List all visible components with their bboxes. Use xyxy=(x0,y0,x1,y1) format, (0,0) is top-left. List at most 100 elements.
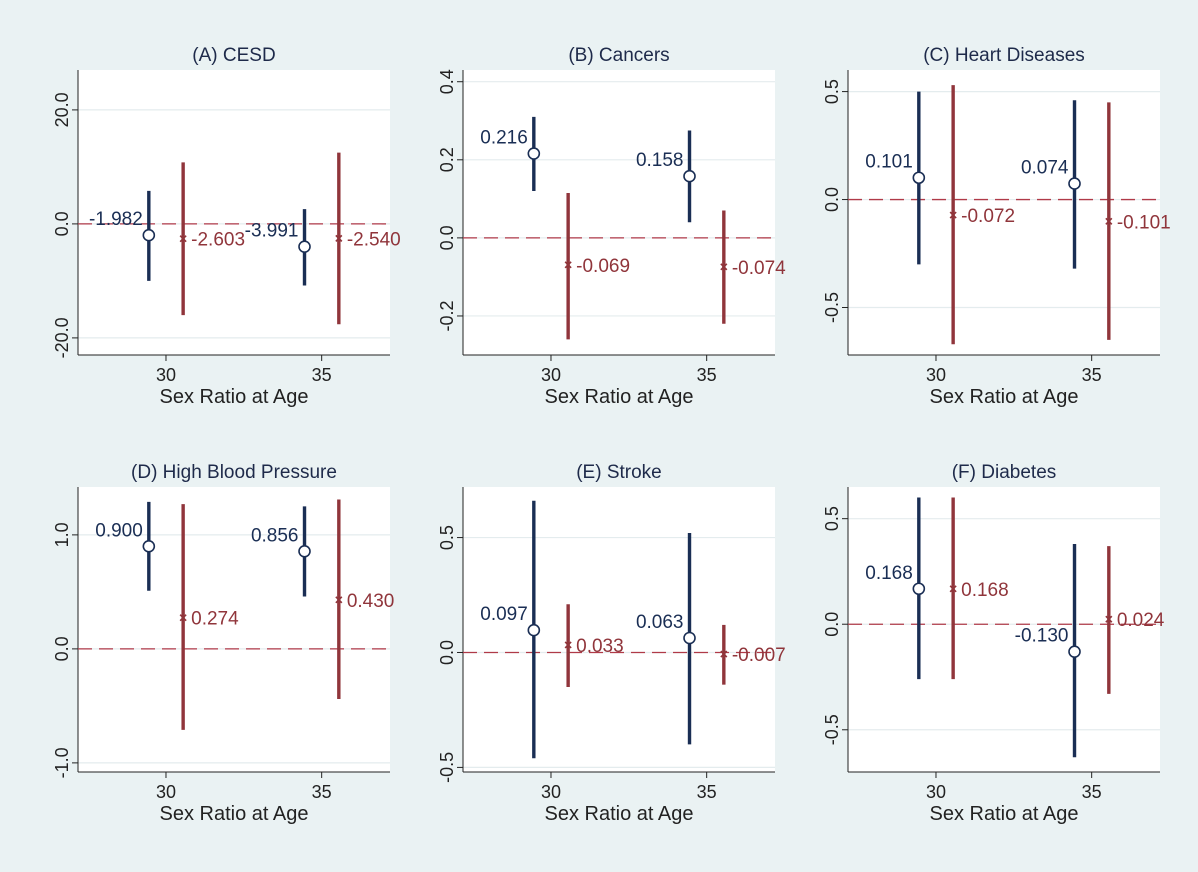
x-axis-label: Sex Ratio at Age xyxy=(160,803,309,825)
x-axis-label: Sex Ratio at Age xyxy=(930,386,1079,408)
point-estimate-marker xyxy=(683,169,696,183)
estimate-label: 0.168 xyxy=(961,580,1009,601)
x-tick-label: 35 xyxy=(697,782,717,802)
point-estimate-marker xyxy=(298,544,311,558)
estimate-label: -0.130 xyxy=(1015,626,1069,647)
point-estimate-marker xyxy=(527,623,541,637)
panel-title: (C) Heart Diseases xyxy=(923,45,1085,66)
y-tick-label: -1.0 xyxy=(52,747,72,778)
x-tick-label: 30 xyxy=(926,365,946,385)
y-tick-label: 0.0 xyxy=(52,211,72,236)
point-estimate-marker xyxy=(720,263,728,271)
y-tick-label: 0.0 xyxy=(822,612,842,637)
point-estimate-marker xyxy=(1068,645,1081,658)
y-tick-label: -0.5 xyxy=(822,292,842,323)
estimate-label: 0.900 xyxy=(95,520,143,541)
estimate-label: -0.069 xyxy=(576,256,630,277)
estimate-label: 0.856 xyxy=(251,525,299,546)
estimate-label: -0.101 xyxy=(1117,212,1171,233)
y-tick-label: 20.0 xyxy=(52,92,72,127)
estimate-label: 0.063 xyxy=(636,612,684,633)
y-tick-label: 1.0 xyxy=(52,522,72,547)
y-tick-label: 0.0 xyxy=(822,187,842,212)
panel-title: (E) Stroke xyxy=(576,462,662,483)
point-estimate-marker xyxy=(683,631,696,645)
point-estimate-marker xyxy=(298,240,311,253)
x-axis-label: Sex Ratio at Age xyxy=(545,386,694,408)
point-estimate-marker xyxy=(179,614,187,622)
x-tick-label: 35 xyxy=(312,782,332,802)
estimate-label: 0.168 xyxy=(865,563,913,584)
x-tick-label: 30 xyxy=(541,365,561,385)
point-estimate-marker xyxy=(179,235,187,243)
point-estimate-marker xyxy=(527,147,541,160)
y-tick-label: -0.5 xyxy=(437,752,457,783)
x-tick-label: 35 xyxy=(1082,782,1102,802)
y-tick-label: -0.5 xyxy=(822,714,842,745)
estimate-label: 0.074 xyxy=(1021,158,1069,179)
x-tick-label: 30 xyxy=(156,365,176,385)
point-estimate-marker xyxy=(949,211,957,219)
x-tick-label: 30 xyxy=(156,782,176,802)
point-estimate-marker xyxy=(1105,217,1113,225)
point-estimate-marker xyxy=(1068,177,1081,190)
y-tick-label: -0.2 xyxy=(437,300,457,331)
point-estimate-marker xyxy=(1105,615,1113,623)
panel-title: (D) High Blood Pressure xyxy=(131,462,337,483)
point-estimate-marker xyxy=(335,596,343,604)
estimate-label: 0.101 xyxy=(865,152,913,173)
point-estimate-marker xyxy=(564,261,572,269)
y-tick-label: 0.5 xyxy=(822,506,842,531)
y-tick-label: 0.0 xyxy=(437,640,457,665)
plot-area xyxy=(463,70,775,355)
estimate-label: 0.216 xyxy=(480,128,528,149)
x-tick-label: 30 xyxy=(541,782,561,802)
x-tick-label: 35 xyxy=(697,365,717,385)
point-estimate-marker xyxy=(564,641,572,649)
panel-title: (A) CESD xyxy=(192,45,275,66)
panel-d: (D) High Blood Pressure -1.0 0.0 1.0 30 35Sex… xyxy=(52,462,394,825)
point-estimate-marker xyxy=(912,171,926,185)
x-tick-label: 35 xyxy=(312,365,332,385)
point-estimate-marker xyxy=(720,650,728,658)
x-tick-label: 35 xyxy=(1082,365,1102,385)
estimate-label: 0.430 xyxy=(347,591,395,612)
estimate-label: -2.603 xyxy=(191,230,245,251)
estimate-label: -2.540 xyxy=(347,229,401,250)
y-tick-label: 0.0 xyxy=(52,636,72,661)
point-estimate-marker xyxy=(335,234,343,242)
plot-area xyxy=(463,487,775,772)
point-estimate-marker xyxy=(912,582,926,596)
estimate-label: 0.033 xyxy=(576,636,624,657)
estimate-label: 0.158 xyxy=(636,150,684,171)
estimate-label: 0.024 xyxy=(1117,610,1165,631)
point-estimate-marker xyxy=(949,585,957,593)
y-tick-label: 0.0 xyxy=(437,225,457,250)
panel-title: (B) Cancers xyxy=(568,45,669,66)
panel-title: (F) Diabetes xyxy=(952,462,1057,483)
y-tick-label: 0.5 xyxy=(822,79,842,104)
point-estimate-marker xyxy=(142,228,156,242)
x-axis-label: Sex Ratio at Age xyxy=(930,803,1079,825)
estimate-label: -1.982 xyxy=(89,209,143,230)
estimate-label: -3.991 xyxy=(245,221,299,242)
estimate-label: -0.072 xyxy=(961,206,1015,227)
y-tick-label: 0.2 xyxy=(437,147,457,172)
point-estimate-marker xyxy=(142,539,156,553)
y-tick-label: 0.4 xyxy=(437,69,457,94)
y-tick-label: 0.5 xyxy=(437,525,457,550)
x-tick-label: 30 xyxy=(926,782,946,802)
estimate-label: 0.274 xyxy=(191,609,239,630)
estimate-label: 0.097 xyxy=(480,604,528,625)
x-axis-label: Sex Ratio at Age xyxy=(545,803,694,825)
x-axis-label: Sex Ratio at Age xyxy=(160,386,309,408)
estimate-label: -0.007 xyxy=(732,645,786,666)
estimate-label: -0.074 xyxy=(732,258,786,279)
y-tick-label: -20.0 xyxy=(52,317,72,358)
